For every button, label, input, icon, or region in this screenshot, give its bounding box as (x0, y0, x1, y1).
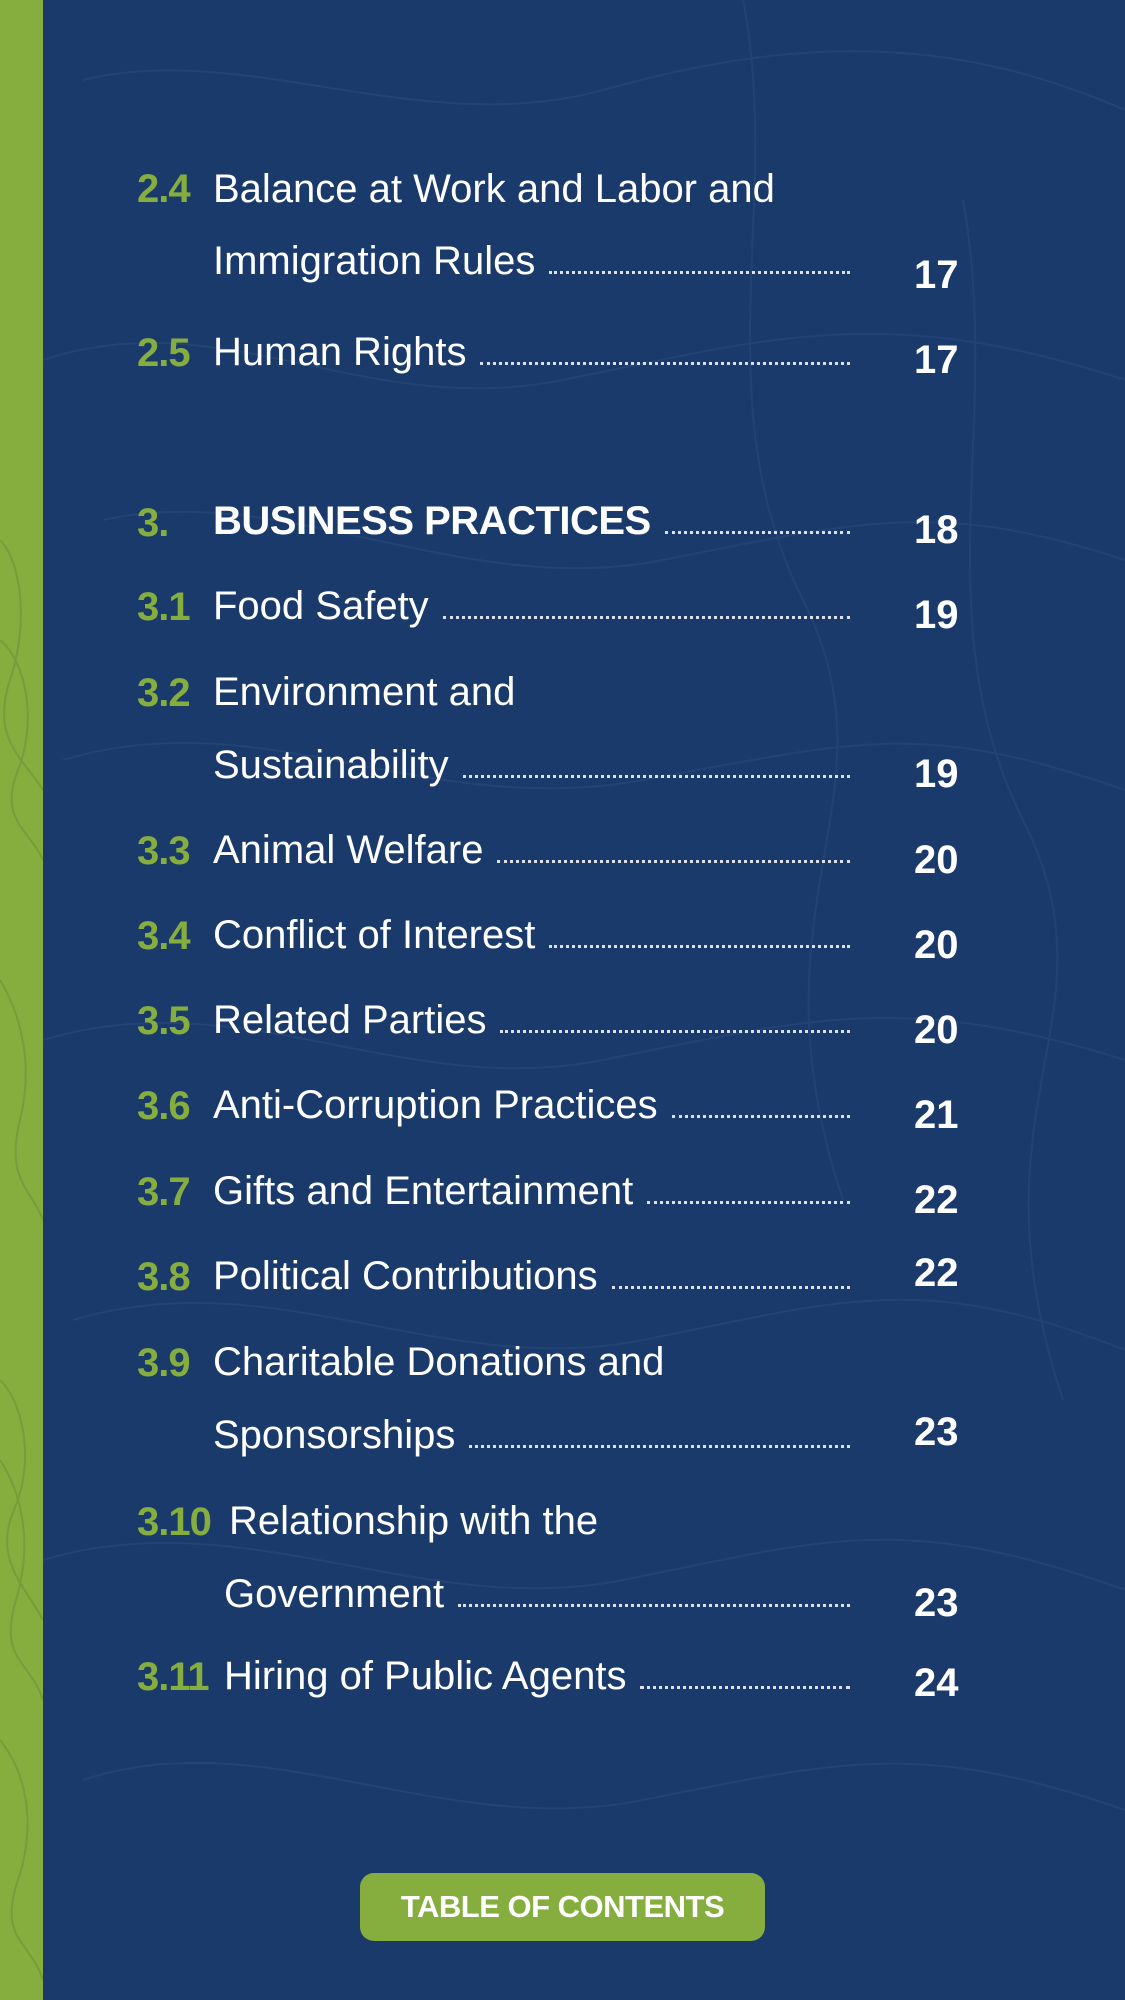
section-title-line-1: Relationship with the (229, 1499, 599, 1543)
section-number: 3.4 (137, 914, 191, 958)
section-number: 3.5 (137, 999, 191, 1043)
section-title: Related Parties (213, 997, 850, 1043)
section-number: 3.2 (137, 671, 191, 715)
table-of-contents-badge[interactable]: TABLE OF CONTENTS (360, 1873, 765, 1941)
section-title-line-1: Charitable Donations and (213, 1340, 665, 1384)
dot-leader (549, 271, 850, 274)
section-number: 3.8 (137, 1255, 191, 1299)
page-number: 23 (914, 1581, 959, 1625)
page-number: 24 (914, 1661, 959, 1705)
side-bar-contour-pattern (0, 539, 43, 1981)
page-number: 17 (914, 338, 959, 382)
section-number: 3. (137, 501, 169, 545)
section-title-line-1: Environment and (213, 670, 516, 714)
dot-leader (500, 1030, 850, 1033)
section-title: Human Rights (213, 329, 850, 375)
dot-leader (480, 362, 850, 365)
section-number: 3.1 (137, 585, 191, 629)
dot-leader (497, 860, 850, 863)
section-number: 3.6 (137, 1084, 191, 1128)
page-number: 20 (914, 838, 959, 882)
dot-leader (469, 1445, 850, 1448)
dot-leader (462, 775, 850, 778)
section-number: 3.7 (137, 1170, 191, 1214)
page-number: 20 (914, 923, 959, 967)
page-number: 22 (914, 1178, 959, 1222)
section-title: Conflict of Interest (213, 912, 850, 958)
dot-leader (442, 616, 850, 619)
dot-leader (647, 1201, 850, 1204)
section-title: Anti-Corruption Practices (213, 1082, 850, 1128)
page-number: 17 (914, 253, 959, 297)
section-number: 3.9 (137, 1341, 191, 1385)
section-number: 3.11 (137, 1655, 210, 1699)
dot-leader (664, 531, 850, 534)
page-number: 18 (914, 508, 959, 552)
page-number: 21 (914, 1093, 959, 1137)
section-title: Food Safety (213, 583, 850, 629)
page-number: 22 (914, 1251, 959, 1295)
page-number: 19 (914, 752, 959, 796)
dot-leader (671, 1115, 850, 1118)
page-number: 20 (914, 1008, 959, 1052)
section-title: BUSINESS PRACTICES (213, 498, 850, 544)
dot-leader (458, 1604, 850, 1607)
section-title-line-1: Balance at Work and Labor and (213, 167, 775, 211)
section-number: 3.10 (137, 1500, 212, 1544)
section-number: 2.5 (137, 331, 191, 375)
dot-leader (611, 1286, 850, 1289)
page-number: 23 (914, 1410, 959, 1454)
side-accent-bar (0, 0, 43, 2000)
section-title: Gifts and Entertainment (213, 1168, 850, 1214)
section-title: Hiring of Public Agents (224, 1653, 850, 1699)
section-title: Political Contributions (213, 1253, 850, 1299)
page-number: 19 (914, 593, 959, 637)
dot-leader (549, 945, 850, 948)
section-title-line-2: Immigration Rules (213, 238, 850, 284)
section-title-line-2: Government (224, 1571, 850, 1617)
section-title-line-2: Sustainability (213, 742, 850, 788)
section-number: 3.3 (137, 829, 191, 873)
section-title: Animal Welfare (213, 827, 850, 873)
dot-leader (640, 1686, 850, 1689)
section-number: 2.4 (137, 167, 191, 211)
section-title-line-2: Sponsorships (213, 1412, 850, 1458)
